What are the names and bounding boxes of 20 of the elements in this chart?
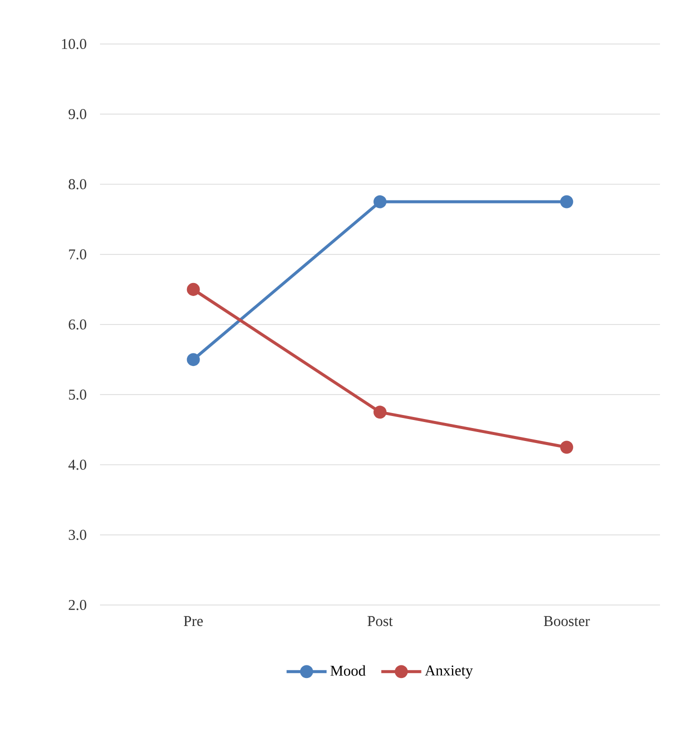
y-tick-label: 6.0	[68, 319, 86, 330]
legend-label: Mood	[330, 665, 366, 676]
point	[560, 440, 574, 454]
y-tick-label: 10.0	[62, 38, 86, 50]
point	[560, 195, 574, 208]
point	[374, 406, 387, 419]
x-tick-label: Post	[368, 616, 393, 626]
y-tick-label: 9.0	[68, 109, 86, 120]
point	[186, 282, 200, 296]
y-tick-label: 3.0	[68, 530, 86, 540]
y-tick-label: 4.0	[68, 460, 86, 470]
point	[186, 353, 200, 366]
y-tick-label: 7.0	[69, 249, 86, 260]
x-tick-label: Pre	[184, 616, 203, 626]
y-tick-label: 5.0	[69, 390, 86, 400]
legend-label: Anxiety	[424, 666, 473, 679]
x-tick-label: Booster	[544, 616, 590, 626]
y-tick-label: 2.0	[68, 600, 86, 610]
point	[374, 195, 387, 208]
y-tick-label: 8.0	[68, 179, 86, 190]
